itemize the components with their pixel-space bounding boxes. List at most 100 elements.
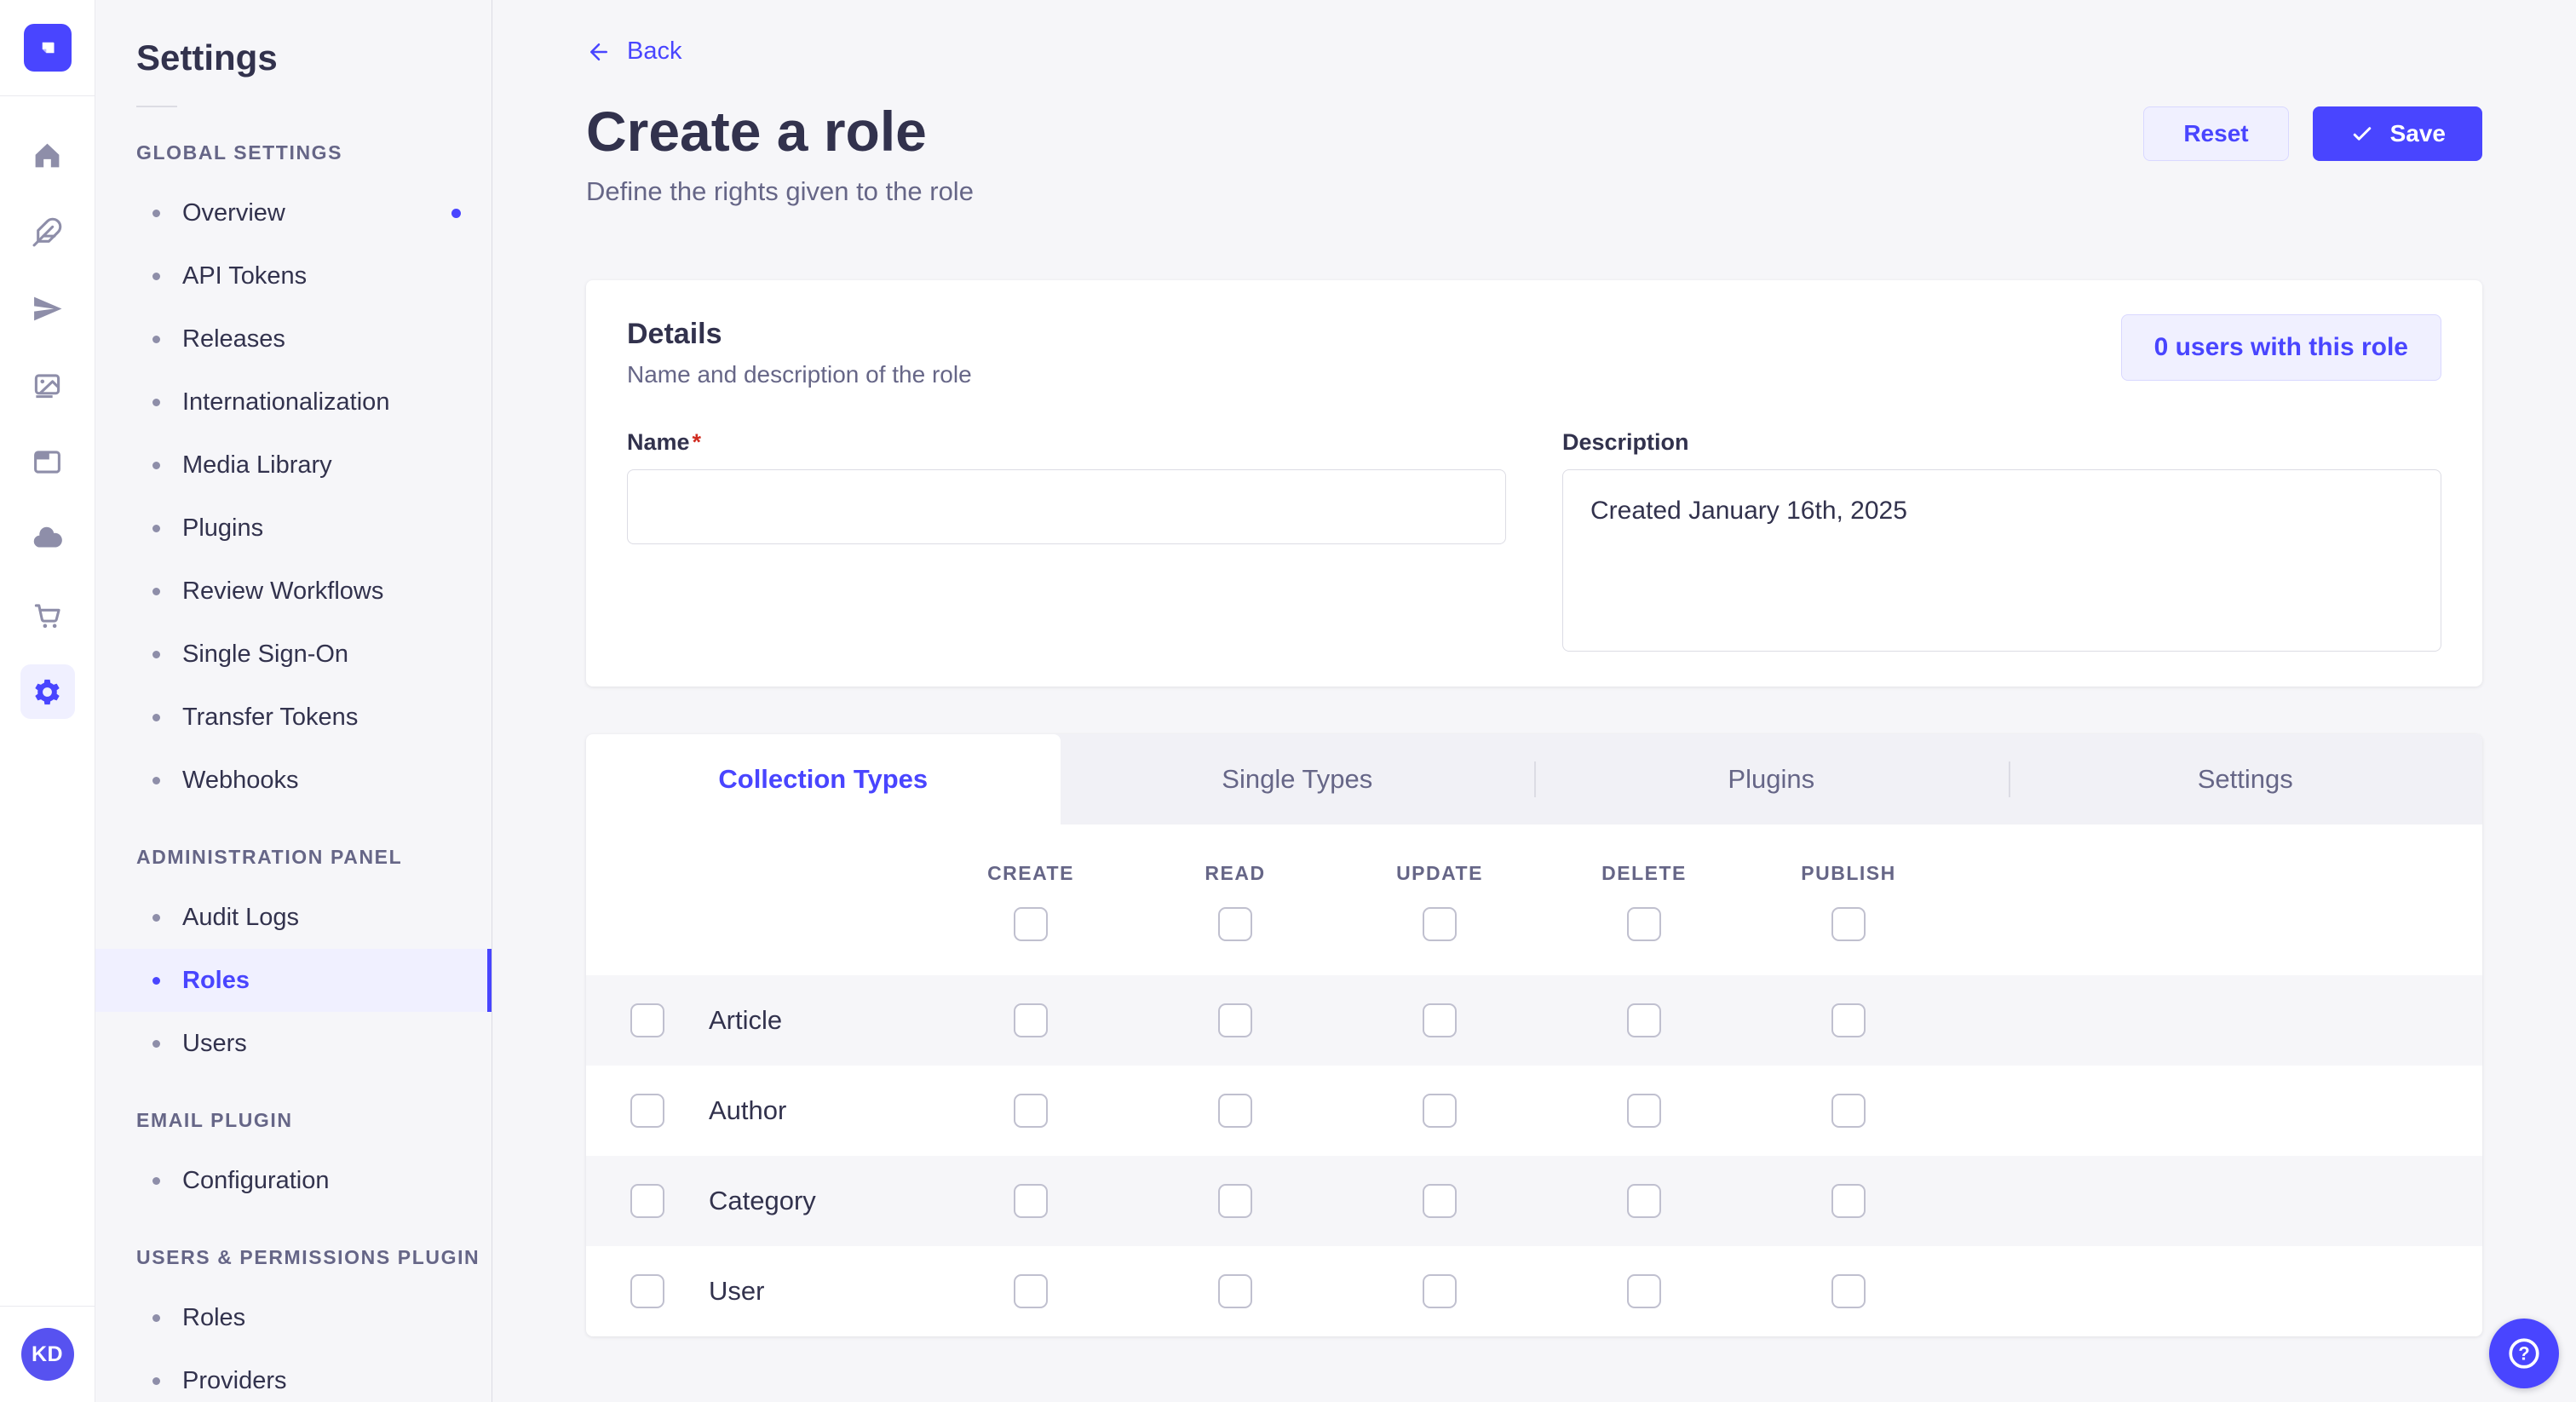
sidebar-item-transfer-tokens-s1[interactable]: Transfer Tokens [95,686,492,749]
permissions-rows: Article Author Category User [586,974,2482,1336]
bullet-icon [152,1376,160,1385]
article-row-checkbox[interactable] [630,1003,664,1037]
rail-feather-icon[interactable] [20,204,75,259]
arrow-left-icon [590,43,607,60]
user-publish-checkbox[interactable] [1831,1273,1866,1308]
select-all-create-checkbox[interactable] [1014,906,1048,941]
permission-row-category: Category [586,1155,2482,1246]
rail-cloud-icon[interactable] [20,511,75,566]
sidebar-item-label: Configuration [182,1166,330,1194]
sidebar-item-api-tokens-s1[interactable]: API Tokens [95,244,492,307]
author-create-checkbox[interactable] [1014,1093,1048,1128]
sidebar-item-providers-s4[interactable]: Providers [95,1349,492,1402]
details-card: Details Name and description of the role… [586,279,2482,687]
svg-text:?: ? [2518,1343,2529,1365]
author-update-checkbox[interactable] [1423,1093,1457,1128]
user-create-checkbox[interactable] [1014,1273,1048,1308]
notification-dot-icon [451,208,461,218]
sidebar-item-label: Providers [182,1366,287,1394]
sidebar-item-roles-s4[interactable]: Roles [95,1286,492,1349]
article-read-checkbox[interactable] [1218,1003,1252,1037]
author-publish-checkbox[interactable] [1831,1093,1866,1128]
save-label: Save [2389,119,2446,147]
category-delete-checkbox[interactable] [1627,1183,1661,1218]
tab-settings[interactable]: Settings [2008,734,2483,825]
strapi-logo-button[interactable] [0,0,95,96]
sidebar-divider [136,106,177,107]
sidebar-item-label: Media Library [182,451,332,479]
article-delete-checkbox[interactable] [1627,1003,1661,1037]
bullet-icon [152,1313,160,1322]
user-read-checkbox[interactable] [1218,1273,1252,1308]
article-create-checkbox[interactable] [1014,1003,1048,1037]
cart-icon [34,603,60,628]
rail-layout-icon[interactable] [20,434,75,489]
row-label: Author [709,1095,787,1125]
sidebar-item-label: Releases [182,325,285,353]
tab-collection-types[interactable]: Collection Types [586,733,1061,825]
reset-button[interactable]: Reset [2143,106,2289,161]
sidebar-item-releases-s1[interactable]: Releases [95,307,492,371]
article-update-checkbox[interactable] [1423,1003,1457,1037]
select-all-update-checkbox[interactable] [1423,906,1457,941]
user-update-checkbox[interactable] [1423,1273,1457,1308]
sidebar-item-label: Roles [182,1303,246,1331]
author-delete-checkbox[interactable] [1627,1093,1661,1128]
sidebar-item-configuration-s3[interactable]: Configuration [95,1149,492,1212]
select-all-read-checkbox[interactable] [1218,906,1252,941]
sidebar-item-review-workflows-s1[interactable]: Review Workflows [95,560,492,623]
author-row-checkbox[interactable] [630,1093,664,1128]
help-button[interactable]: ? [2489,1319,2559,1388]
row-label: Category [709,1185,816,1215]
main-content: Back Create a role Define the rights giv… [492,0,2576,1402]
help-icon: ? [2509,1338,2539,1369]
author-read-checkbox[interactable] [1218,1093,1252,1128]
check-icon [2353,126,2371,141]
category-create-checkbox[interactable] [1014,1183,1048,1218]
description-label: Description [1562,428,1689,455]
category-row-checkbox[interactable] [630,1183,664,1218]
category-publish-checkbox[interactable] [1831,1183,1866,1218]
category-update-checkbox[interactable] [1423,1183,1457,1218]
article-publish-checkbox[interactable] [1831,1003,1866,1037]
back-link[interactable]: Back [586,37,681,66]
name-input[interactable] [627,468,1506,544]
avatar[interactable]: KD [20,1328,74,1381]
nav-section-label-administration-panel: ADMINISTRATION PANEL [136,846,403,868]
select-all-publish-checkbox[interactable] [1831,906,1866,941]
save-button[interactable]: Save [2312,106,2482,161]
bullet-icon [152,713,160,721]
sidebar-item-overview-s1[interactable]: Overview [95,181,492,244]
permissions-tabs: Collection Types Single Types Plugins Setti… [586,733,2483,825]
page-subtitle: Define the rights given to the role [586,175,974,206]
tab-plugins[interactable]: Plugins [1534,734,2009,825]
rail-home-icon[interactable] [20,128,75,182]
users-with-role-button[interactable]: 0 users with this role [2120,313,2441,381]
sidebar-item-audit-logs-s2[interactable]: Audit Logs [95,886,492,949]
media-library-icon [34,373,60,398]
user-delete-checkbox[interactable] [1627,1273,1661,1308]
sidebar-item-media-library-s1[interactable]: Media Library [95,434,492,497]
sidebar-item-webhooks-s1[interactable]: Webhooks [95,749,492,812]
row-label: Article [709,1004,783,1035]
sidebar-item-single-sign-on-s1[interactable]: Single Sign-On [95,623,492,686]
bullet-icon [152,776,160,784]
user-row-checkbox[interactable] [630,1273,664,1308]
sidebar-item-label: Transfer Tokens [182,703,359,731]
select-all-delete-checkbox[interactable] [1627,906,1661,941]
rail-paper-plane-icon[interactable] [20,281,75,336]
rail-gear-icon[interactable] [20,664,75,719]
tab-single-types[interactable]: Single Types [1222,763,1373,794]
sidebar-item-plugins-s1[interactable]: Plugins [95,497,492,560]
sidebar-item-users-s2[interactable]: Users [95,1012,492,1075]
sidebar-item-label: Internationalization [182,388,390,416]
page-header: Create a role Define the rights given to… [586,103,2482,207]
rail-media-library-icon[interactable] [20,358,75,412]
category-read-checkbox[interactable] [1218,1183,1252,1218]
bullet-icon [152,976,160,985]
sidebar-item-roles-s2[interactable]: Roles [95,949,492,1012]
rail-cart-icon[interactable] [20,588,75,642]
column-header-publish: PUBLISH [1801,861,1896,884]
description-textarea[interactable] [1562,468,2441,652]
sidebar-item-internationalization-s1[interactable]: Internationalization [95,371,492,434]
